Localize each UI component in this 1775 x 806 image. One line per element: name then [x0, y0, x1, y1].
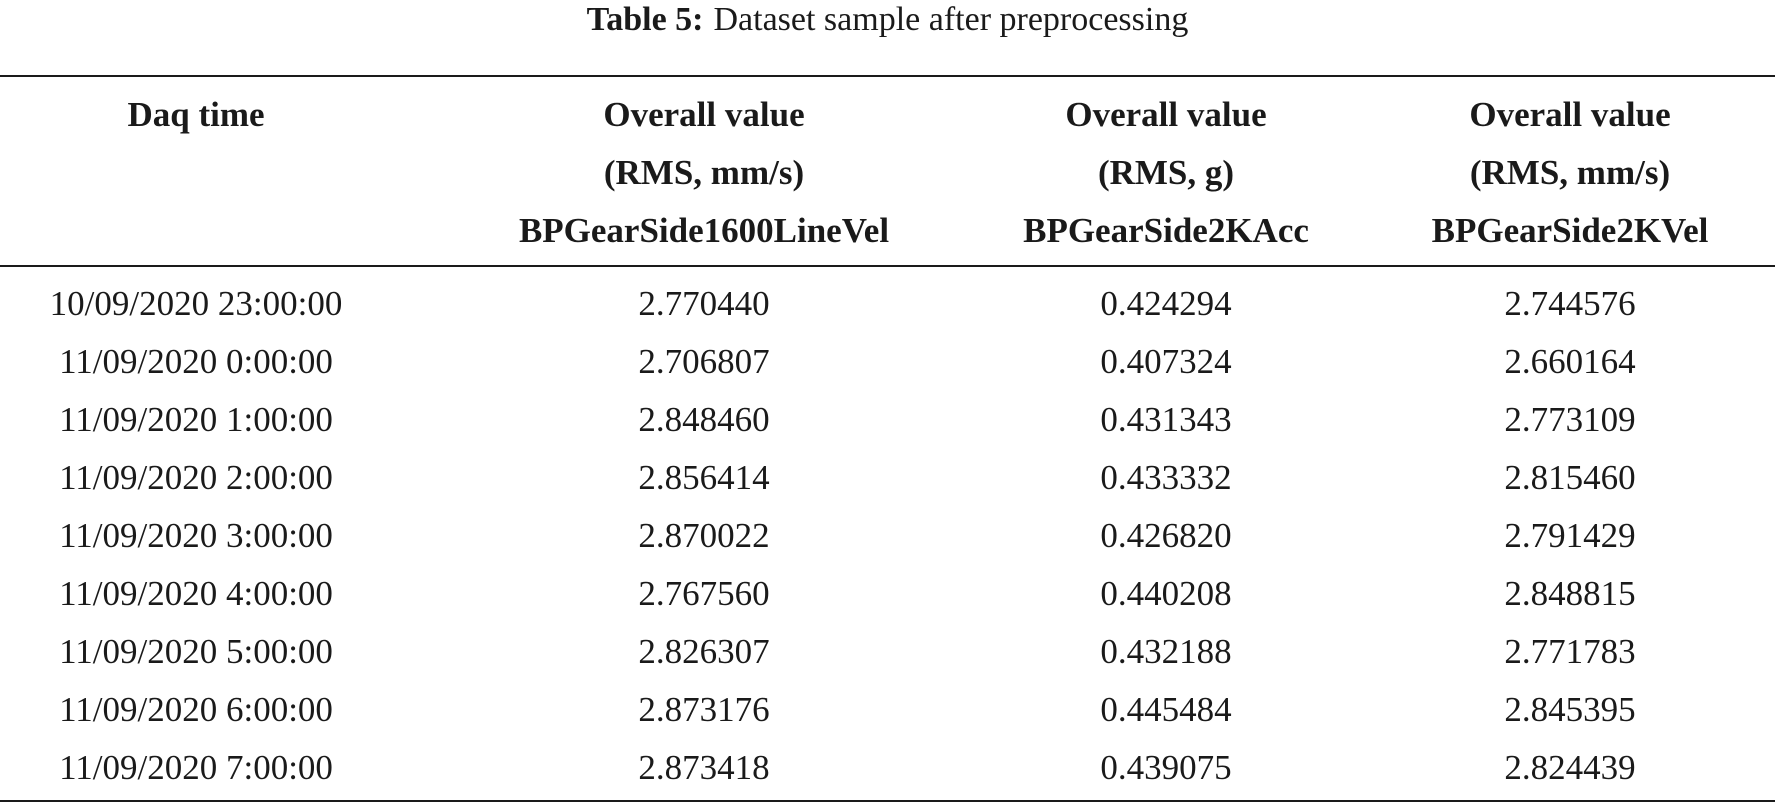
table-cell: 11/09/2020 7:00:00 — [59, 748, 333, 787]
table-cell: 11/09/2020 0:00:00 — [59, 342, 333, 381]
table-cell: 2.770440 — [638, 284, 770, 323]
caption-text: Dataset sample after preprocessing — [713, 1, 1189, 38]
table-cell: 0.424294 — [1100, 284, 1232, 323]
table-cell: 0.445484 — [1100, 690, 1232, 729]
table-cell: 11/09/2020 3:00:00 — [59, 516, 333, 555]
table-cell: 2.824439 — [1504, 748, 1636, 787]
column-header: (RMS, g) — [1097, 153, 1235, 192]
table-cell: 2.873176 — [638, 690, 770, 729]
table-cell: 2.870022 — [638, 516, 770, 555]
column-header: BPGearSide1600LineVel — [518, 211, 890, 250]
table-cell: 11/09/2020 5:00:00 — [59, 632, 333, 671]
table-cell: 0.439075 — [1100, 748, 1232, 787]
table-cell: 0.432188 — [1100, 632, 1232, 671]
column-header: BPGearSide2KVel — [1431, 211, 1709, 250]
table-cell: 0.407324 — [1100, 342, 1232, 381]
table-cell: 2.744576 — [1504, 284, 1636, 323]
table-cell: 2.848815 — [1504, 574, 1636, 613]
header-rule — [0, 265, 1775, 267]
top-rule — [0, 75, 1775, 77]
table-cell: 2.773109 — [1504, 400, 1636, 439]
table-cell: 0.426820 — [1100, 516, 1232, 555]
table-cell: 2.856414 — [638, 458, 770, 497]
table-cell: 2.815460 — [1504, 458, 1636, 497]
column-header: Overall value — [1469, 95, 1671, 134]
table-cell: 2.845395 — [1504, 690, 1636, 729]
table-cell: 0.440208 — [1100, 574, 1232, 613]
table-cell: 11/09/2020 1:00:00 — [59, 400, 333, 439]
table-cell: 2.826307 — [638, 632, 770, 671]
column-header: Daq time — [127, 95, 265, 134]
caption: Table 5: Dataset sample after preprocessi… — [0, 1, 1775, 39]
table-cell: 0.431343 — [1100, 400, 1232, 439]
table-cell: 10/09/2020 23:00:00 — [49, 284, 343, 323]
column-header: Overall value — [1065, 95, 1267, 134]
table-cell: 2.660164 — [1504, 342, 1636, 381]
table-cell: 2.706807 — [638, 342, 770, 381]
table-cell: 0.433332 — [1100, 458, 1232, 497]
table-cell: 2.873418 — [638, 748, 770, 787]
column-header: Overall value — [603, 95, 805, 134]
column-header: (RMS, mm/s) — [1469, 153, 1671, 192]
caption-label: Table 5: — [586, 1, 704, 38]
table-cell: 2.767560 — [638, 574, 770, 613]
table-cell: 11/09/2020 4:00:00 — [59, 574, 333, 613]
table-cell: 11/09/2020 2:00:00 — [59, 458, 333, 497]
table-cell: 2.791429 — [1504, 516, 1636, 555]
column-header: (RMS, mm/s) — [603, 153, 805, 192]
column-header: BPGearSide2KAcc — [1023, 211, 1309, 250]
bottom-rule — [0, 800, 1775, 802]
table-cell: 11/09/2020 6:00:00 — [59, 690, 333, 729]
table-cell: 2.771783 — [1504, 632, 1636, 671]
table-cell: 2.848460 — [638, 400, 770, 439]
